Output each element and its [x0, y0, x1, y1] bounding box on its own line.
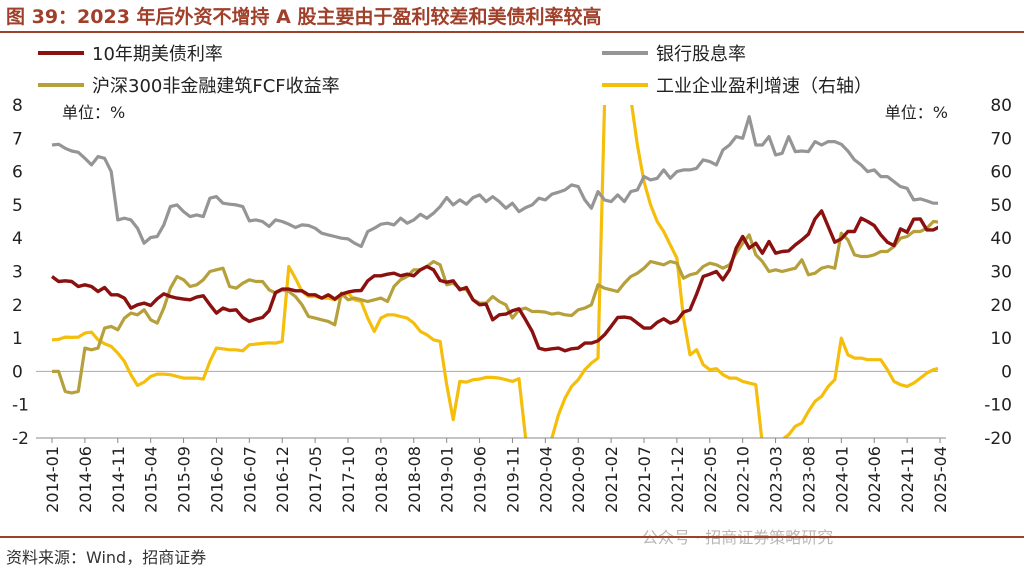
legend-label-fcf: 沪深300非金融建筑FCF收益率 [92, 76, 340, 97]
right-unit-label: 单位：% [885, 103, 948, 122]
x-tick-label: 2021-02 [602, 446, 621, 513]
x-tick-label: 2020-04 [536, 446, 555, 513]
x-tick-label: 2015-09 [175, 446, 194, 513]
source-note: 资料来源：Wind，招商证券 [6, 548, 207, 567]
x-tick-label: 2014-11 [109, 446, 128, 513]
legend-label-us10y: 10年期美债利率 [92, 44, 223, 65]
x-tick-label: 2021-07 [635, 446, 654, 513]
right-tick-label: 80 [990, 96, 1012, 116]
x-tick-label: 2019-06 [471, 446, 490, 513]
left-tick-label: 8 [12, 96, 23, 116]
right-tick-label: -10 [984, 396, 1012, 416]
left-tick-label: 4 [12, 229, 23, 249]
legend-label-profit: 工业企业盈利增速（右轴） [656, 76, 872, 97]
x-tick-label: 2017-05 [306, 446, 325, 513]
x-tick-label: 2024-06 [865, 446, 884, 513]
left-tick-label: 5 [12, 196, 23, 216]
x-tick-label: 2023-03 [767, 446, 786, 513]
series-line-profit [51, 105, 938, 438]
x-tick-label: 2016-12 [273, 446, 292, 513]
left-tick-label: -2 [12, 429, 29, 449]
x-tick-label: 2022-10 [734, 446, 753, 513]
x-tick-label: 2016-07 [240, 446, 259, 513]
series-line-bank [51, 115, 938, 249]
series-line-us10y [50, 209, 938, 353]
x-tick-label: 2024-11 [898, 446, 917, 513]
title-divider [0, 31, 1024, 33]
right-tick-label: 30 [990, 263, 1012, 283]
right-tick-label: 10 [990, 329, 1012, 349]
left-tick-label: 0 [12, 362, 23, 382]
x-tick-label: 2021-12 [668, 446, 687, 513]
x-tick-label: 2015-04 [142, 446, 161, 513]
left-tick-label: 6 [12, 163, 23, 183]
left-tick-label: -1 [12, 396, 29, 416]
right-tick-label: 50 [990, 196, 1012, 216]
x-tick-label: 2014-06 [76, 446, 95, 513]
x-tick-label: 2016-02 [207, 446, 226, 513]
x-tick-label: 2019-01 [438, 446, 457, 513]
right-tick-label: 20 [990, 296, 1012, 316]
left-unit-label: 单位：% [62, 103, 125, 122]
footer-divider [0, 536, 1024, 538]
right-tick-label: 60 [990, 163, 1012, 183]
chart-title: 图 39：2023 年后外资不增持 A 股主要由于盈利较差和美债利率较高 [6, 6, 602, 28]
left-tick-label: 3 [12, 263, 23, 283]
legend-label-bank: 银行股息率 [656, 44, 746, 65]
x-tick-label: 2022-05 [701, 446, 720, 513]
plot-area [50, 105, 938, 438]
right-tick-label: 40 [990, 229, 1012, 249]
x-tick-label: 2018-08 [405, 446, 424, 513]
left-tick-label: 7 [12, 129, 23, 149]
left-tick-label: 2 [12, 296, 23, 316]
x-tick-label: 2023-08 [799, 446, 818, 513]
right-tick-label: 70 [990, 129, 1012, 149]
x-tick-label: 2018-03 [372, 446, 391, 513]
x-tick-label: 2025-04 [931, 446, 950, 513]
right-tick-label: -20 [984, 429, 1012, 449]
left-axis: -2 -1 0 1 2 3 4 5 6 7 8 [12, 96, 29, 449]
x-tick-label: 2020-09 [569, 446, 588, 513]
right-tick-label: 0 [1001, 362, 1012, 382]
left-tick-label: 1 [12, 329, 23, 349]
series-line-fcf [52, 219, 938, 395]
x-tick-label: 2019-11 [503, 446, 522, 513]
x-axis: 2014-01 2014-06 2014-11 2015-04 2015-09 2016-… [36, 437, 950, 513]
x-tick-label: 2024-01 [832, 446, 851, 513]
right-axis: -20 -10 0 10 20 30 40 50 60 70 80 [984, 96, 1012, 449]
x-tick-label: 2014-01 [43, 446, 62, 513]
x-tick-label: 2017-10 [339, 446, 358, 513]
